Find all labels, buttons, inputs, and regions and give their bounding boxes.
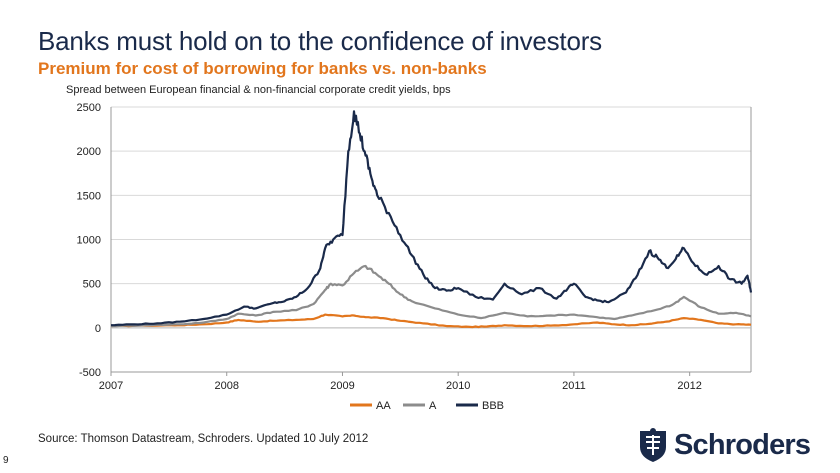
chart-title: Spread between European financial & non-… bbox=[66, 84, 451, 96]
axes bbox=[110, 107, 752, 373]
y-tick-label: 1500 bbox=[77, 190, 101, 202]
x-tick-label: 2011 bbox=[562, 380, 586, 392]
series-line-bbb bbox=[110, 110, 753, 327]
legend-label-a: A bbox=[429, 400, 437, 412]
slide-title: Banks must hold on to the confidence of … bbox=[38, 26, 602, 56]
x-tick-label: 2012 bbox=[677, 380, 701, 392]
y-axis-ticks: 2500 2000 1500 1000 500 0 -500 bbox=[77, 102, 101, 379]
slide-subtitle: Premium for cost of borrowing for banks … bbox=[38, 59, 487, 78]
y-tick-label: 2000 bbox=[77, 146, 101, 158]
legend-label-bbb: BBB bbox=[482, 400, 504, 412]
y-tick-label: 0 bbox=[95, 323, 101, 335]
x-tick-label: 2010 bbox=[446, 380, 470, 392]
series-lines bbox=[110, 110, 753, 329]
x-axis-ticks: 2007 2008 2009 2010 2011 2012 bbox=[99, 372, 702, 392]
schroders-logo: Schroders bbox=[636, 427, 811, 463]
x-tick-label: 2009 bbox=[330, 380, 354, 392]
x-tick-label: 2007 bbox=[99, 380, 123, 392]
page-number: 9 bbox=[3, 455, 9, 466]
legend: AA A BBB bbox=[350, 400, 504, 412]
y-tick-label: 2500 bbox=[77, 102, 101, 114]
y-tick-label: 1000 bbox=[77, 235, 101, 247]
crest-icon bbox=[640, 428, 666, 462]
legend-label-aa: AA bbox=[376, 400, 391, 412]
series-line-aa bbox=[110, 313, 752, 329]
logo-text: Schroders bbox=[674, 428, 811, 461]
x-tick-label: 2008 bbox=[214, 380, 238, 392]
gridlines bbox=[111, 106, 751, 373]
source-note: Source: Thomson Datastream, Schroders. U… bbox=[38, 433, 369, 445]
y-tick-label: -500 bbox=[79, 367, 101, 379]
y-tick-label: 500 bbox=[83, 279, 101, 291]
series-line-a bbox=[110, 264, 752, 328]
